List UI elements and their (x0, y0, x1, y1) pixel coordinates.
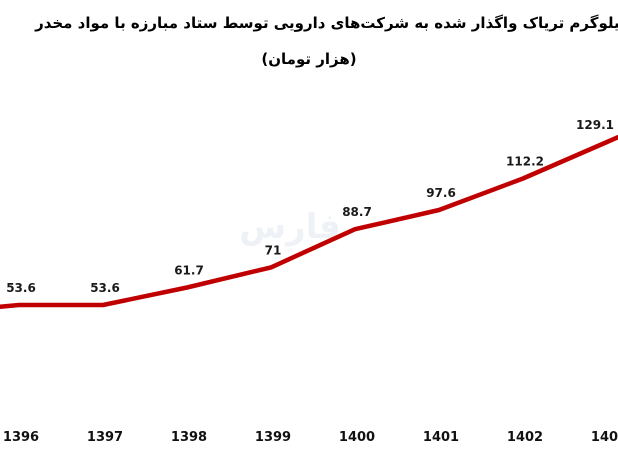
data-label-5: 88.7 (342, 205, 372, 219)
x-tick-label-4: 1399 (255, 430, 291, 445)
x-tick-label-7: 1402 (507, 430, 543, 445)
data-label-3: 61.7 (174, 264, 204, 278)
data-label-2: 53.6 (90, 281, 120, 295)
data-label-7: 112.2 (506, 155, 544, 169)
chart-title-text: قیمت هر کیلوگرم تریاک واگذار شده به شرکت… (35, 14, 618, 32)
chart-title: قیمت هر کیلوگرم تریاک واگذار شده به شرکت… (0, 14, 618, 32)
data-label-4: 71 (265, 243, 282, 257)
data-label-8: 129.1 (576, 118, 614, 132)
x-tick-label-3: 1398 (171, 430, 207, 445)
x-tick-label-8: 1403 (591, 430, 618, 445)
data-label-6: 97.6 (426, 186, 456, 200)
watermark-text: فارس (239, 207, 341, 247)
x-tick-label-2: 1397 (87, 430, 123, 445)
x-tick-label-6: 1401 (423, 430, 459, 445)
series-line (0, 134, 618, 310)
data-label-1: 53.6 (6, 281, 36, 295)
x-tick-label-5: 1400 (339, 430, 375, 445)
x-tick-label-1: 1396 (3, 430, 39, 445)
chart-subtitle: (هزار تومان) (261, 50, 357, 68)
